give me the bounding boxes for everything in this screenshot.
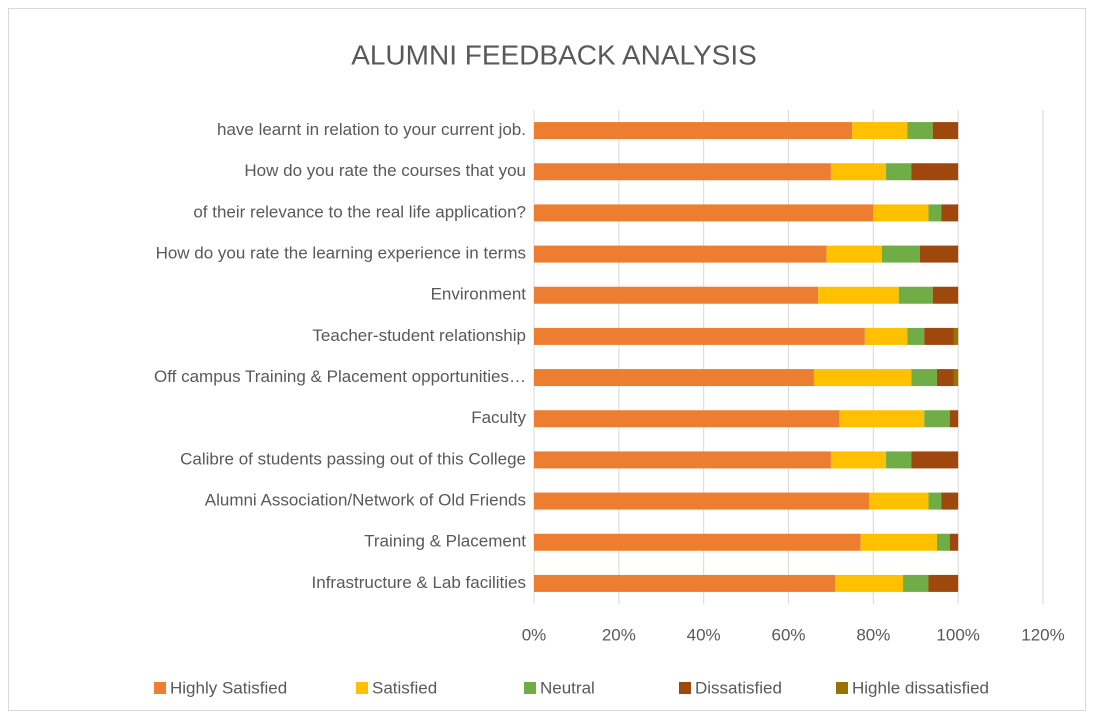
legend-swatch bbox=[154, 682, 166, 694]
bar-segment bbox=[534, 204, 874, 222]
legend-label: Highle dissatisfied bbox=[852, 678, 989, 697]
legend-swatch bbox=[356, 682, 368, 694]
bar-segment bbox=[932, 286, 959, 304]
bar-segment bbox=[534, 286, 819, 304]
bar-segment bbox=[860, 533, 937, 551]
bar-segment bbox=[941, 492, 959, 510]
legend-label: Highly Satisfied bbox=[170, 678, 287, 697]
bar-segment bbox=[839, 410, 925, 428]
bar-segment bbox=[941, 204, 959, 222]
bar-segment bbox=[818, 286, 899, 304]
bar-segment bbox=[534, 574, 836, 592]
bar-segment bbox=[534, 410, 840, 428]
legend-label: Dissatisfied bbox=[695, 678, 782, 697]
legend-swatch bbox=[524, 682, 536, 694]
bar-segment bbox=[928, 492, 942, 510]
bar-segment bbox=[534, 492, 870, 510]
y-tick-label: Environment bbox=[431, 285, 527, 304]
bar-segment bbox=[873, 204, 929, 222]
bar-segment bbox=[852, 122, 908, 140]
bar-segment bbox=[936, 533, 950, 551]
bar-segment bbox=[813, 369, 912, 387]
bar-segment bbox=[949, 410, 959, 428]
x-tick-label: 60% bbox=[771, 625, 805, 644]
bar-segment bbox=[928, 574, 959, 592]
y-tick-label: Training & Placement bbox=[364, 532, 526, 551]
x-tick-label: 120% bbox=[1021, 625, 1064, 644]
y-tick-label: Infrastructure & Lab facilities bbox=[312, 573, 526, 592]
y-tick-label: have learnt in relation to your current … bbox=[217, 120, 526, 139]
bar-segment bbox=[953, 327, 959, 345]
bar-segment bbox=[907, 122, 933, 140]
y-tick-label: Teacher-student relationship bbox=[312, 326, 526, 345]
chart-border bbox=[8, 8, 1086, 711]
bar-segment bbox=[907, 327, 925, 345]
bar-segment bbox=[919, 245, 959, 263]
bar-segment bbox=[864, 327, 908, 345]
x-tick-label: 80% bbox=[856, 625, 890, 644]
y-tick-label: Faculty bbox=[471, 408, 526, 427]
bar-segment bbox=[911, 163, 959, 181]
legend-label: Satisfied bbox=[372, 678, 437, 697]
bar-segment bbox=[881, 245, 920, 263]
bar-segment bbox=[534, 122, 853, 140]
bar-segment bbox=[534, 451, 831, 469]
bar-segment bbox=[932, 122, 959, 140]
bar-segment bbox=[924, 410, 950, 428]
bar-segment bbox=[924, 327, 954, 345]
x-tick-label: 0% bbox=[522, 625, 547, 644]
bar-segment bbox=[898, 286, 933, 304]
x-tick-label: 20% bbox=[602, 625, 636, 644]
bar-segment bbox=[936, 369, 954, 387]
y-tick-label: How do you rate the courses that you bbox=[244, 161, 526, 180]
bar-segment bbox=[534, 245, 827, 263]
bar-segment bbox=[869, 492, 929, 510]
legend-swatch bbox=[836, 682, 848, 694]
bar-segment bbox=[911, 369, 937, 387]
y-tick-label: of their relevance to the real life appl… bbox=[193, 202, 526, 221]
bar-segment bbox=[534, 163, 831, 181]
legend-swatch bbox=[679, 682, 691, 694]
y-tick-label: Calibre of students passing out of this … bbox=[180, 449, 526, 468]
x-tick-label: 100% bbox=[936, 625, 979, 644]
y-tick-label: How do you rate the learning experience … bbox=[156, 244, 526, 263]
bar-segment bbox=[830, 163, 887, 181]
bar-segment bbox=[835, 574, 904, 592]
bar-segment bbox=[886, 451, 912, 469]
bar-segment bbox=[534, 533, 861, 551]
y-tick-label: Alumni Association/Network of Old Friend… bbox=[205, 491, 526, 510]
y-tick-label: Off campus Training & Placement opportun… bbox=[154, 367, 526, 386]
bar-segment bbox=[911, 451, 959, 469]
bar-segment bbox=[953, 369, 959, 387]
bar-segment bbox=[903, 574, 929, 592]
bar-segment bbox=[949, 533, 959, 551]
chart-title: ALUMNI FEEDBACK ANALYSIS bbox=[351, 39, 757, 70]
bar-segment bbox=[534, 327, 865, 345]
bar-segment bbox=[534, 369, 814, 387]
bar-segment bbox=[830, 451, 887, 469]
bar-segment bbox=[826, 245, 882, 263]
bar-segment bbox=[886, 163, 912, 181]
legend-label: Neutral bbox=[540, 678, 595, 697]
bar-segment bbox=[928, 204, 942, 222]
x-tick-label: 40% bbox=[687, 625, 721, 644]
